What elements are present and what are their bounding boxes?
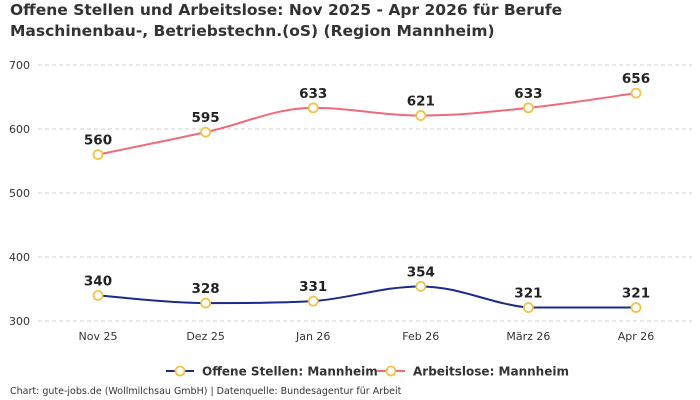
data-point xyxy=(523,302,534,313)
data-point xyxy=(630,302,642,313)
y-tick-label: 400 xyxy=(9,251,30,264)
y-tick-label: 600 xyxy=(9,123,30,136)
x-axis-ticks: Nov 25 Dez 25 Jan 26 Feb 26 März 26 Apr 26 xyxy=(79,330,655,343)
chart-footer: Chart: gute-jobs.de (Wollmilchsau GmbH) … xyxy=(10,386,402,397)
x-tick-label: Dez 25 xyxy=(186,330,225,343)
data-label: 560 xyxy=(84,133,112,149)
legend-item[interactable]: Offene Stellen: Mannheim xyxy=(166,365,378,379)
x-tick-label: Apr 26 xyxy=(618,330,655,343)
data-point xyxy=(92,289,104,301)
series-lines xyxy=(92,87,642,313)
legend[interactable]: Offene Stellen: Mannheim Arbeitslose: Man… xyxy=(166,365,569,379)
data-point xyxy=(307,295,319,307)
data-label: 621 xyxy=(407,94,435,110)
data-label: 328 xyxy=(192,281,220,297)
data-point xyxy=(200,297,212,309)
y-tick-label: 300 xyxy=(9,315,30,328)
data-label: 633 xyxy=(514,86,542,102)
x-tick-label: Nov 25 xyxy=(79,330,118,343)
data-label: 656 xyxy=(622,71,650,87)
data-point xyxy=(200,126,212,138)
legend-label: Arbeitslose: Mannheim xyxy=(413,365,569,379)
data-label: 354 xyxy=(407,264,435,280)
data-labels: 340 328 331 354 321 321 560 595 633 621 633 656 xyxy=(84,71,650,301)
y-axis-ticks: 300 400 500 600 700 xyxy=(9,59,30,328)
data-point xyxy=(415,281,427,292)
data-label: 321 xyxy=(622,286,650,302)
series-line xyxy=(97,285,636,309)
gridlines xyxy=(38,64,692,322)
data-label: 340 xyxy=(84,273,112,289)
chart-title: Offene Stellen und Arbeitslose: Nov 2025… xyxy=(10,1,563,40)
x-tick-label: Jan 26 xyxy=(295,330,330,343)
data-label: 595 xyxy=(192,110,220,126)
x-tick-label: März 26 xyxy=(506,330,550,343)
legend-marker xyxy=(174,365,186,377)
data-point xyxy=(523,102,534,114)
data-label: 321 xyxy=(514,286,542,302)
y-tick-label: 700 xyxy=(9,59,30,72)
legend-label: Offene Stellen: Mannheim xyxy=(202,365,378,379)
series-line xyxy=(97,92,637,156)
y-tick-label: 500 xyxy=(9,187,30,200)
data-point xyxy=(307,102,319,114)
data-point xyxy=(415,110,427,121)
x-tick-label: Feb 26 xyxy=(402,330,439,343)
legend-item[interactable]: Arbeitslose: Mannheim xyxy=(377,365,569,379)
data-point xyxy=(630,87,642,99)
legend-marker xyxy=(385,365,397,377)
data-label: 633 xyxy=(299,86,327,102)
data-label: 331 xyxy=(299,279,327,295)
data-point xyxy=(92,149,104,161)
